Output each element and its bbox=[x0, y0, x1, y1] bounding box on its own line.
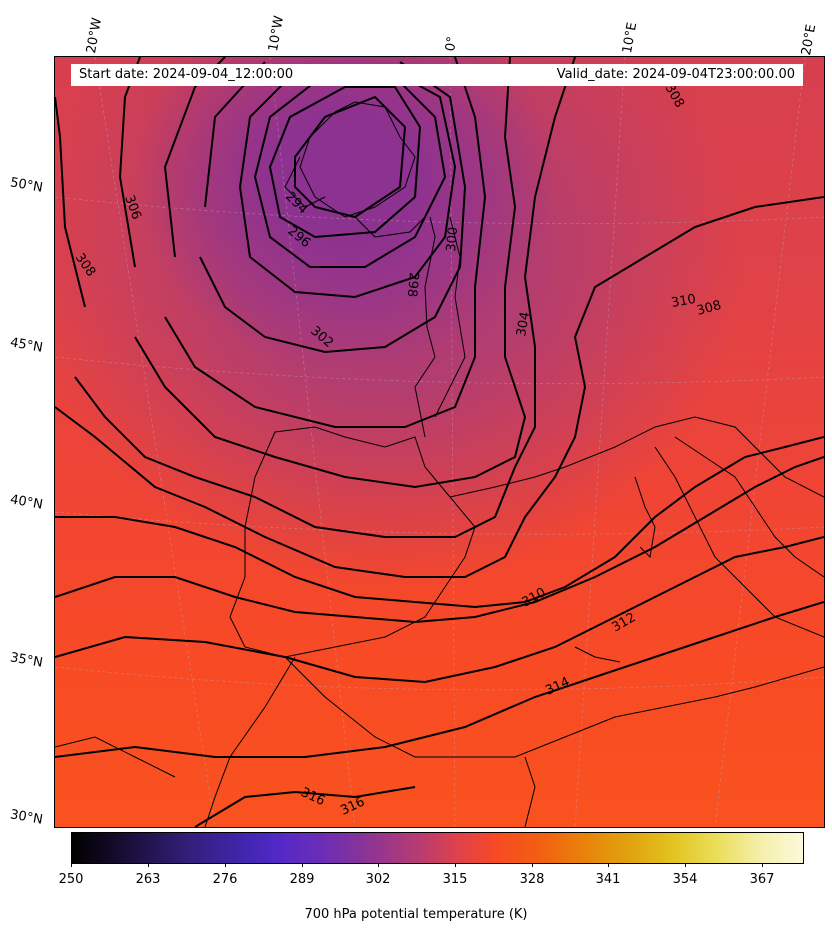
colorbar-tick-label: 289 bbox=[289, 872, 315, 887]
colorbar-tick-label: 341 bbox=[595, 872, 621, 887]
colorbar-tick bbox=[71, 863, 72, 867]
latitude-label: 45°N bbox=[8, 335, 44, 356]
coastlines bbox=[55, 101, 824, 827]
colorbar-tick-label: 276 bbox=[212, 872, 238, 887]
colorbar-tick bbox=[608, 863, 609, 867]
contour-label: 296 bbox=[284, 224, 313, 251]
colorbar-tick-label: 328 bbox=[519, 872, 545, 887]
latitude-label: 35°N bbox=[8, 650, 44, 671]
contour-label: 300 bbox=[444, 226, 461, 252]
latitude-label: 30°N bbox=[8, 807, 44, 828]
contour-label: 316 bbox=[338, 795, 367, 819]
colorbar-tick bbox=[532, 863, 533, 867]
colorbar-tick bbox=[148, 863, 149, 867]
contour-label: 308 bbox=[72, 251, 99, 280]
contour-label: 294 bbox=[282, 189, 310, 217]
colorbar-tick-label: 263 bbox=[135, 872, 161, 887]
map-canvas: 294 296 298 300 302 304 306 308 308 308 … bbox=[55, 57, 824, 827]
colorbar-tick-label: 354 bbox=[672, 872, 698, 887]
longitude-label: 0° bbox=[443, 35, 461, 53]
colorbar-tick-label: 302 bbox=[365, 872, 391, 887]
contour-label: 308 bbox=[695, 298, 723, 319]
contour-label: 312 bbox=[610, 610, 639, 635]
longitude-label: 10°W bbox=[266, 14, 288, 53]
latitude-label: 40°N bbox=[8, 492, 44, 513]
colorbar-tick bbox=[378, 863, 379, 867]
colorbar-tick bbox=[455, 863, 456, 867]
contour-label: 306 bbox=[121, 193, 144, 221]
map-panel: 294 296 298 300 302 304 306 308 308 308 … bbox=[54, 56, 825, 828]
isentrope-contours bbox=[55, 57, 824, 827]
colorbar-tick bbox=[762, 863, 763, 867]
contour-label: 298 bbox=[404, 272, 421, 298]
valid-date-label: Valid_date: 2024-09-04T23:00:00.00 bbox=[556, 67, 795, 82]
colorbar-tick-label: 367 bbox=[749, 872, 775, 887]
contour-label: 316 bbox=[298, 785, 327, 809]
longitude-label: 20°W bbox=[84, 16, 106, 55]
colorbar-title: 700 hPa potential temperature (K) bbox=[304, 907, 528, 922]
latitude-label: 50°N bbox=[8, 175, 44, 196]
graticule bbox=[55, 57, 824, 827]
colorbar-tick-label: 250 bbox=[58, 872, 84, 887]
contour-label: 314 bbox=[543, 675, 572, 699]
contour-label: 310 bbox=[520, 585, 549, 610]
contour-label: 302 bbox=[307, 324, 336, 351]
contour-labels: 294 296 298 300 302 304 306 308 308 308 … bbox=[72, 82, 723, 819]
contour-label: 310 bbox=[670, 292, 697, 311]
colorbar-tick bbox=[302, 863, 303, 867]
longitude-label: 10°E bbox=[620, 21, 641, 55]
contour-label: 304 bbox=[514, 311, 533, 338]
colorbar-tick bbox=[225, 863, 226, 867]
header-box: Start date: 2024-09-04_12:00:00 Valid_da… bbox=[71, 64, 803, 86]
start-date-label: Start date: 2024-09-04_12:00:00 bbox=[79, 67, 294, 82]
longitude-label: 20°E bbox=[799, 23, 820, 57]
colorbar-tick-label: 315 bbox=[442, 872, 468, 887]
colorbar bbox=[71, 832, 804, 864]
colorbar-tick bbox=[685, 863, 686, 867]
